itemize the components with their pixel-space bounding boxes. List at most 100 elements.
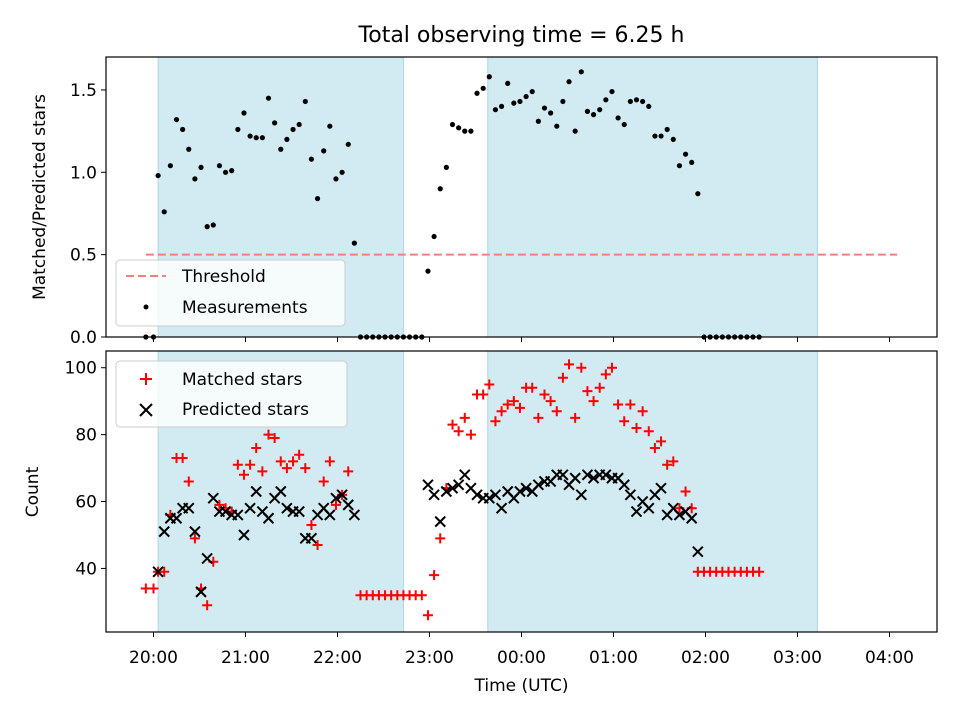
- x-tick-label: 22:00: [313, 648, 362, 668]
- measurement-point: [296, 121, 302, 128]
- matched-star-point: [631, 422, 642, 433]
- measurement-point: [646, 103, 652, 110]
- x-tick-label: 03:00: [773, 648, 822, 668]
- predicted-star-point: [692, 546, 704, 558]
- measurement-point: [535, 118, 541, 124]
- predicted-star-point: [685, 512, 698, 524]
- matched-star-point: [453, 426, 464, 437]
- measurement-point: [511, 100, 517, 106]
- measurement-point: [627, 98, 633, 105]
- matched-star-point: [484, 379, 495, 390]
- matched-star-point: [502, 399, 513, 410]
- matched-star-point: [533, 412, 544, 423]
- ratio-legend: Threshold Measurements: [115, 259, 346, 327]
- measurement-point: [664, 126, 670, 133]
- measurement-point: [173, 116, 180, 123]
- matched-star-point: [275, 456, 286, 467]
- measurement-point: [186, 146, 192, 152]
- predicted-star-point: [452, 479, 465, 491]
- y-tick-label: 1.0: [70, 163, 97, 183]
- y-tick-label: 80: [75, 426, 97, 446]
- measurement-point: [222, 169, 229, 175]
- predicted-star-point: [514, 485, 526, 498]
- matched-star-point: [312, 540, 323, 551]
- x-tick-label: 01:00: [589, 648, 638, 668]
- matched-star-point: [330, 499, 341, 510]
- measurement-point: [259, 135, 265, 141]
- measurement-point: [670, 136, 676, 142]
- measurement-point: [278, 146, 284, 152]
- measurement-point: [541, 105, 548, 111]
- matched-stars-points: [140, 359, 765, 621]
- predicted-star-point: [158, 525, 170, 538]
- matched-star-point: [447, 419, 458, 430]
- predicted-star-point: [569, 472, 581, 484]
- matched-star-point: [514, 402, 525, 413]
- observing-windows: [157, 56, 818, 338]
- matched-star-point: [269, 432, 280, 443]
- matched-star-point: [416, 590, 427, 601]
- matched-legend-label: Matched stars: [182, 370, 302, 390]
- matched-star-point: [232, 459, 243, 470]
- measurement-point: [155, 172, 161, 179]
- predicted-star-point: [232, 509, 244, 521]
- measurement-point: [449, 121, 456, 128]
- predicted-star-point: [630, 505, 643, 518]
- predicted-star-point: [238, 529, 250, 541]
- matched-star-point: [251, 443, 262, 454]
- count-x-ticks: 20:00 21:00 22:00 23:00 00:00 01:00 02:00 03:00…: [129, 632, 914, 668]
- x-tick-label: 02:00: [681, 648, 730, 668]
- matched-star-point: [668, 456, 679, 467]
- predicted-star-point: [244, 502, 256, 514]
- measurement-point: [314, 196, 321, 202]
- matched-star-point: [557, 372, 568, 383]
- measurement-point: [443, 164, 449, 170]
- predicted-star-point: [428, 489, 440, 501]
- matched-star-point: [148, 583, 159, 594]
- measurement-point: [180, 126, 186, 133]
- measurement-point: [265, 95, 272, 101]
- predicted-star-point: [201, 552, 213, 565]
- matched-star-point: [613, 399, 624, 410]
- matched-star-point: [625, 399, 636, 410]
- predicted-star-point: [459, 469, 471, 481]
- measurement-point: [584, 108, 591, 114]
- predicted-star-point: [643, 502, 655, 514]
- matched-star-point: [545, 396, 556, 407]
- count-panel: 40 60 80 100 20:00 21:00 22:00 23:00 00:00 01:00…: [23, 350, 938, 696]
- matched-star-point: [245, 459, 256, 470]
- matched-star-point: [649, 443, 660, 454]
- measurement-point: [572, 128, 578, 134]
- predicted-stars-points: [152, 469, 704, 598]
- measurement-point: [652, 133, 658, 139]
- measurement-point: [492, 107, 499, 113]
- measurement-point: [505, 80, 511, 86]
- matched-star-point: [570, 412, 581, 423]
- measurement-point: [566, 79, 572, 85]
- measurement-point: [462, 128, 468, 134]
- matched-star-point: [551, 406, 562, 417]
- matched-star-point: [606, 362, 617, 373]
- measurement-point: [682, 151, 689, 157]
- observing-window-2: [487, 56, 818, 338]
- predicted-star-point: [195, 586, 207, 598]
- measurement-point: [529, 88, 535, 95]
- measurement-point: [161, 209, 167, 215]
- measurement-point: [560, 98, 566, 105]
- matched-star-point: [594, 382, 605, 393]
- measurement-point: [517, 98, 523, 105]
- matched-star-point: [600, 369, 611, 380]
- legend-frame: [115, 360, 348, 428]
- measurement-point: [272, 120, 278, 126]
- y-tick-label: 0.0: [70, 328, 97, 348]
- matched-star-point: [183, 476, 194, 487]
- predicted-star-point: [275, 485, 287, 498]
- predicted-star-point: [600, 469, 612, 481]
- measurement-point: [210, 222, 216, 228]
- matched-star-point: [478, 389, 489, 400]
- matched-star-point: [202, 600, 213, 611]
- measurement-point: [480, 85, 486, 91]
- matched-star-point: [656, 436, 667, 447]
- measurement-point: [345, 141, 351, 147]
- measurement-point: [597, 107, 603, 113]
